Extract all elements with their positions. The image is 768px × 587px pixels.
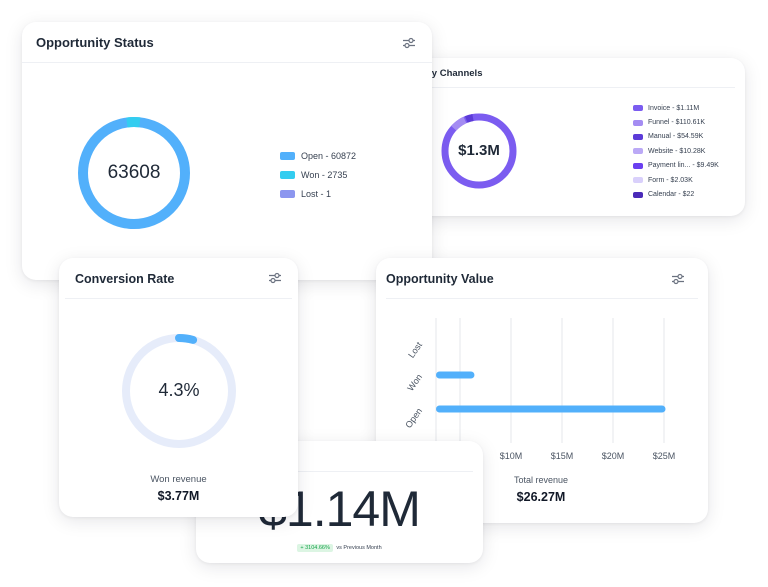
channels-total: $1.3M xyxy=(458,142,500,159)
opportunity-value-title: Opportunity Value xyxy=(386,272,494,286)
x-tick-label: $15M xyxy=(551,451,574,461)
legend-swatch xyxy=(280,189,295,198)
x-tick-label: $25M xyxy=(653,451,676,461)
won-revenue-caption: Won revenue xyxy=(150,474,207,485)
legend-swatch xyxy=(633,177,643,184)
legend-item[interactable]: Website - $10.28K xyxy=(633,144,719,158)
legend-item[interactable]: Invoice - $1.11M xyxy=(633,101,719,115)
legend-swatch xyxy=(633,191,643,198)
legend-label: Manual - $54.59K xyxy=(648,133,704,141)
legend-label: Form - $2.03K xyxy=(648,176,693,184)
sliders-icon[interactable] xyxy=(268,272,282,284)
legend-item[interactable]: Calendar - $22 xyxy=(633,187,719,201)
legend-label: Funnel - $110.61K xyxy=(648,119,706,127)
category-label: Open xyxy=(403,406,424,430)
legend-label: Lost - 1 xyxy=(301,188,332,199)
legend-label: Calendar - $22 xyxy=(648,191,695,199)
legend-swatch xyxy=(280,151,295,160)
opportunity-status-title: Opportunity Status xyxy=(36,35,154,50)
conversion-rate-value: 4.3% xyxy=(158,380,200,400)
divider xyxy=(386,298,698,299)
legend-item[interactable]: Payment lin... - $9.49K xyxy=(633,159,719,173)
bar-won[interactable] xyxy=(436,371,475,379)
legend-swatch xyxy=(633,162,643,169)
revenue-channels-card: by Channels $1.3M Invoice - $1.11M Funnel… xyxy=(410,58,745,216)
legend-item[interactable]: Manual - $54.59K xyxy=(633,130,719,144)
revenue-channels-title: by Channels xyxy=(426,68,483,79)
legend-item[interactable]: Won - 2735 xyxy=(280,165,356,184)
legend-label: Won - 2735 xyxy=(301,169,348,180)
legend-swatch xyxy=(280,170,295,179)
legend-swatch xyxy=(633,148,643,155)
divider xyxy=(65,298,292,299)
channels-donut-chart xyxy=(441,113,517,189)
legend-label: Payment lin... - $9.49K xyxy=(648,162,719,170)
total-revenue-amount: $26.27M xyxy=(516,490,566,504)
legend-swatch xyxy=(633,133,643,140)
category-label: Won xyxy=(405,372,424,393)
won-revenue-amount: $3.77M xyxy=(157,489,200,503)
conversion-rate-card: Conversion Rate 4.3% Won revenue $3.77M xyxy=(59,258,298,517)
legend-swatch xyxy=(633,119,643,126)
conversion-rate-title: Conversion Rate xyxy=(75,272,175,286)
change-badge: + 3104.66% xyxy=(297,544,333,552)
x-tick-label: $10M xyxy=(500,451,523,461)
x-tick-label: $20M xyxy=(602,451,625,461)
change-row: + 3104.66% vs Previous Month xyxy=(196,544,483,552)
opportunity-status-total: 63608 xyxy=(107,162,161,183)
channels-legend: Invoice - $1.11M Funnel - $110.61K Manual … xyxy=(633,101,719,202)
sliders-icon[interactable] xyxy=(402,37,416,49)
legend-item[interactable]: Form - $2.03K xyxy=(633,173,719,187)
divider xyxy=(22,62,432,63)
legend-label: Website - $10.28K xyxy=(648,147,706,155)
opportunity-status-card: Opportunity Status 63608 Open - 60872 Won… xyxy=(22,22,432,280)
status-legend: Open - 60872 Won - 2735 Lost - 1 xyxy=(280,146,356,203)
legend-swatch xyxy=(633,105,643,112)
category-label: Lost xyxy=(406,340,424,360)
legend-item[interactable]: Lost - 1 xyxy=(280,184,356,203)
total-revenue-caption: Total revenue xyxy=(513,475,569,485)
conversion-rate-ring xyxy=(122,334,236,448)
divider xyxy=(206,471,473,472)
legend-item[interactable]: Open - 60872 xyxy=(280,146,356,165)
divider xyxy=(420,87,735,88)
comparison-label: vs Previous Month xyxy=(336,545,382,551)
opportunity-status-donut xyxy=(78,117,190,229)
sliders-icon[interactable] xyxy=(671,273,685,285)
bar-open[interactable] xyxy=(436,405,666,413)
legend-item[interactable]: Funnel - $110.61K xyxy=(633,115,719,129)
legend-label: Open - 60872 xyxy=(301,150,357,161)
legend-label: Invoice - $1.11M xyxy=(648,104,700,112)
